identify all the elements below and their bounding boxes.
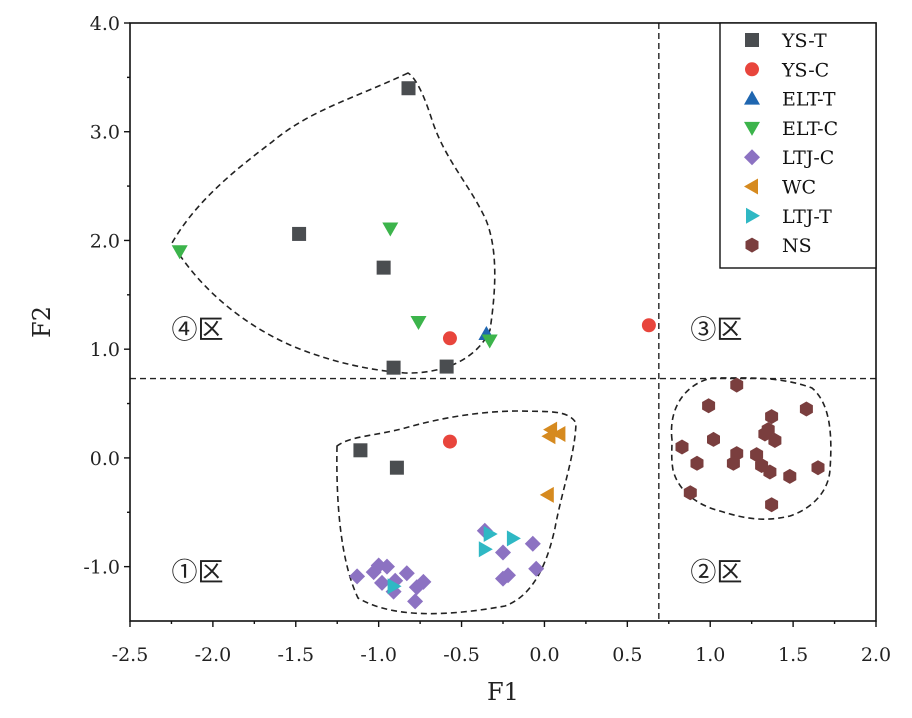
- point-ns: [675, 439, 689, 455]
- legend-label-ys-c: YS-C: [781, 59, 829, 81]
- point-ltj-t: [483, 526, 498, 542]
- x-tick-label: -1.5: [277, 644, 314, 666]
- point-ns: [765, 497, 779, 513]
- legend-marker-wc: [744, 178, 758, 195]
- point-ns: [707, 431, 720, 447]
- zone-label: ①区: [171, 558, 223, 588]
- point-wc: [551, 426, 566, 442]
- legend-label-elt-c: ELT-C: [782, 118, 838, 140]
- point-ltj-t: [506, 530, 521, 547]
- point-ys-t: [386, 360, 401, 375]
- point-ns: [799, 401, 813, 417]
- point-ltj-c: [415, 573, 432, 590]
- point-ltj-c: [407, 593, 424, 610]
- legend-box: [719, 22, 877, 269]
- y-tick-label: 0.0: [90, 448, 120, 470]
- point-ns: [702, 398, 716, 414]
- legend-marker-ys-t: [745, 33, 759, 47]
- x-tick-label: -0.5: [443, 644, 480, 666]
- cluster-outline-zone-4: [171, 72, 496, 374]
- point-elt-c: [382, 222, 399, 237]
- y-axis-label: F2: [28, 306, 56, 338]
- point-ns: [750, 447, 764, 463]
- y-tick-label: -1.0: [83, 557, 120, 579]
- zone-label: ②区: [690, 558, 742, 588]
- point-elt-c: [171, 245, 188, 260]
- point-ns: [768, 433, 782, 448]
- zone-label: ④区: [171, 315, 223, 345]
- data-markers: [171, 81, 825, 610]
- cluster-outline-zone-1: [336, 410, 577, 615]
- point-ltj-c: [374, 574, 390, 591]
- y-tick-label: 4.0: [90, 13, 120, 35]
- x-tick-label: -2.5: [112, 644, 149, 666]
- legend-marker-ns: [745, 237, 759, 253]
- x-tick-label: -1.0: [360, 644, 397, 666]
- point-ltj-c: [528, 560, 545, 577]
- point-ltj-t: [478, 541, 493, 558]
- point-ys-t: [376, 260, 391, 275]
- legend-label-ltj-c: LTJ-C: [782, 147, 834, 169]
- axis-tick-labels: -2.5 -2.0 -1.5 -1.0 -0.5 0.0 0.5 1.0 1.5 2.0 -1.0 0…: [83, 13, 891, 666]
- point-ys-t: [389, 460, 404, 475]
- zone-labels: ④区 ③区 ①区 ②区: [171, 315, 742, 587]
- cluster-outline-zone-2: [670, 377, 832, 520]
- point-ns: [726, 455, 740, 471]
- legend-marker-ltj-c: [744, 149, 760, 166]
- x-tick-label: 1.0: [695, 644, 725, 666]
- point-ys-t: [439, 359, 454, 374]
- legend-label-ys-t: YS-T: [781, 30, 827, 52]
- point-ns: [683, 485, 697, 501]
- axis-ticks: [124, 22, 877, 627]
- y-tick-label: 2.0: [90, 230, 120, 252]
- legend-marker-ltj-t: [746, 207, 760, 224]
- point-ys-t: [401, 81, 416, 96]
- x-tick-label: 0.0: [529, 644, 559, 666]
- legend-marker-elt-c: [744, 121, 760, 136]
- point-ns: [783, 468, 797, 484]
- x-tick-label: 0.5: [612, 644, 642, 666]
- legend-label-ns: NS: [782, 235, 812, 257]
- reference-lines: [130, 23, 876, 621]
- point-ns: [811, 460, 825, 476]
- x-tick-label: 1.5: [778, 644, 808, 666]
- point-ys-t: [292, 226, 307, 241]
- legend-marker-elt-t: [744, 90, 760, 105]
- point-ys-c: [442, 434, 457, 449]
- y-tick-label: 1.0: [90, 339, 120, 361]
- legend-marker-ys-c: [745, 62, 759, 77]
- point-ns: [690, 455, 704, 471]
- point-ltj-t: [387, 578, 402, 595]
- point-ys-t: [353, 443, 368, 458]
- x-axis-label: F1: [487, 678, 519, 706]
- legend-label-elt-t: ELT-T: [782, 89, 836, 111]
- point-ltj-c: [500, 567, 516, 584]
- point-ns: [763, 464, 777, 480]
- point-elt-c: [481, 334, 498, 349]
- point-ns: [758, 426, 772, 442]
- x-tick-label: 2.0: [861, 644, 891, 666]
- point-ltj-c: [495, 544, 511, 561]
- legend-label-wc: WC: [782, 177, 816, 199]
- legend-label-ltj-t: LTJ-T: [782, 206, 832, 228]
- point-ys-c: [442, 331, 457, 346]
- x-tick-label: -2.0: [195, 644, 232, 666]
- point-ys-c: [641, 318, 656, 333]
- point-ltj-c: [398, 565, 415, 582]
- legend: YS-T YS-C ELT-T ELT-C LTJ-C WC LTJ-T NS: [719, 22, 877, 269]
- point-ltj-c: [524, 535, 541, 552]
- point-ltj-c: [349, 568, 366, 585]
- point-wc: [539, 486, 554, 503]
- point-ns: [730, 377, 744, 393]
- y-tick-label: 3.0: [90, 122, 120, 144]
- point-ltj-c: [379, 558, 395, 575]
- point-elt-c: [410, 316, 427, 330]
- point-wc: [541, 428, 556, 445]
- point-ns: [765, 409, 779, 425]
- zone-label: ③区: [690, 315, 742, 345]
